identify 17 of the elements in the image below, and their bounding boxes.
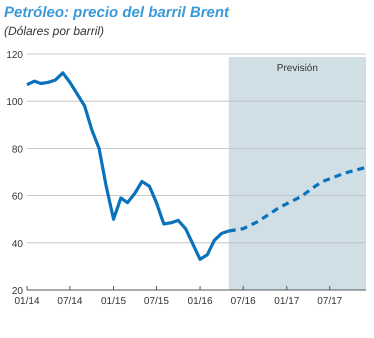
y-tick-label: 100 [6, 97, 24, 108]
chart-subtitle: (Dólares por barril) [4, 24, 104, 38]
y-tick-label: 120 [6, 50, 24, 61]
x-tick-label: 01/17 [274, 296, 300, 307]
y-tick-label: 20 [12, 286, 24, 297]
band-label: Previsión [276, 63, 318, 74]
y-tick-label: 60 [12, 192, 24, 203]
x-tick-label: 07/15 [144, 296, 170, 307]
chart-title: Petróleo: precio del barril Brent [4, 4, 230, 21]
y-tick-label: 80 [12, 144, 24, 156]
y-tick-label: 40 [12, 238, 24, 250]
x-tick-label: 01/15 [101, 296, 126, 307]
x-tick-label: 07/17 [317, 296, 343, 307]
x-tick-label: 01/16 [188, 296, 214, 307]
x-tick-label: 01/14 [14, 296, 40, 307]
x-tick-label: 07/14 [57, 296, 83, 307]
x-tick-label: 07/16 [230, 296, 256, 307]
